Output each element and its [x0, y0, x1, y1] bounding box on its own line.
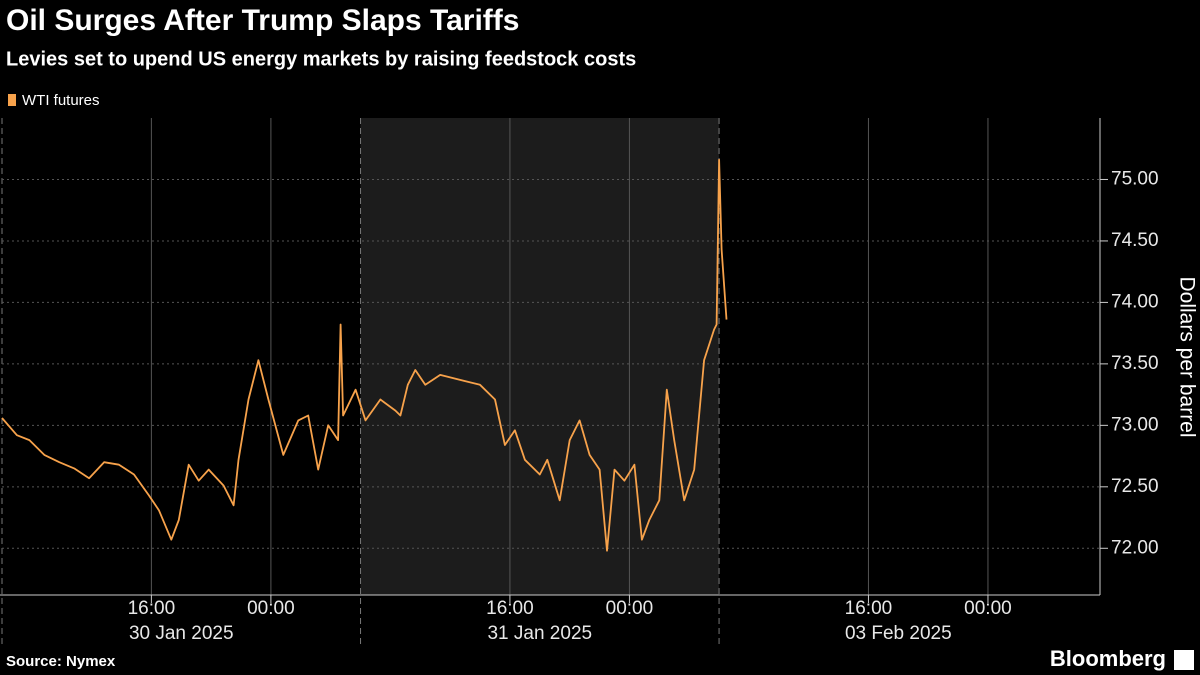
background-layer [1, 118, 1100, 645]
x-tick-label: 00:00 [964, 598, 1012, 619]
x-tick-label: 16:00 [128, 598, 176, 619]
brand: Bloomberg [1050, 646, 1166, 671]
legend-label: WTI futures [22, 92, 100, 109]
y-tick-label: 72.50 [1111, 476, 1159, 497]
x-tick-label: 16:00 [486, 598, 534, 619]
x-tick-label: 00:00 [247, 598, 295, 619]
x-day-label: 30 Jan 2025 [129, 623, 234, 644]
x-day-label: 03 Feb 2025 [845, 623, 952, 644]
y-tick-label: 72.00 [1111, 537, 1159, 558]
y-tick-label: 75.00 [1111, 168, 1159, 189]
y-tick-label: 73.50 [1111, 353, 1159, 374]
legend-swatch [8, 94, 16, 106]
x-tick-label: 00:00 [606, 598, 654, 619]
y-tick-label: 74.50 [1111, 230, 1159, 251]
chart-subtitle: Levies set to upend US energy markets by… [6, 48, 636, 70]
x-day-label: 31 Jan 2025 [487, 623, 592, 644]
source: Source: Nymex [6, 653, 116, 670]
x-tick-label: 16:00 [845, 598, 893, 619]
chart-title: Oil Surges After Trump Slaps Tariffs [6, 4, 519, 37]
y-axis-title: Dollars per barrel [1175, 276, 1198, 437]
y-tick-label: 73.00 [1111, 414, 1159, 435]
session-shade [360, 118, 720, 595]
brand-icon [1174, 650, 1194, 670]
y-tick-label: 74.00 [1111, 291, 1159, 312]
series-line [1, 158, 728, 552]
